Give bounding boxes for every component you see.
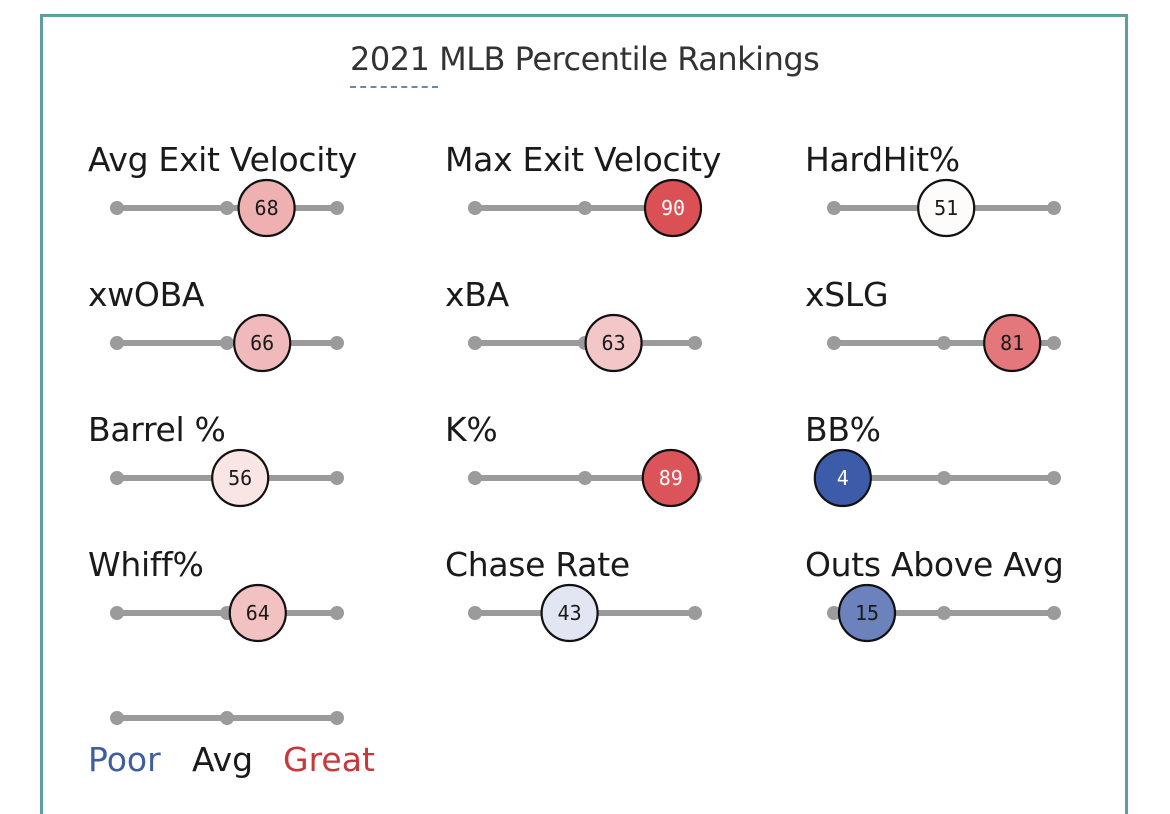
percentile-bubble-xslg[interactable]: 81 (983, 313, 1042, 373)
bubble-circle (228, 583, 287, 643)
scale-mid-dot (220, 711, 234, 725)
scale-mid-dot (937, 606, 951, 620)
scale-max-dot (330, 336, 344, 350)
bubble-circle (233, 313, 292, 373)
scale-min-dot (468, 606, 482, 620)
scale-min-dot (468, 336, 482, 350)
scale-min-dot (827, 606, 841, 620)
percentile-bubble-outs-above-avg[interactable]: 15 (837, 583, 897, 643)
bubble-value: 63 (602, 331, 626, 355)
bubble-circle (983, 313, 1042, 373)
scale-max-dot (330, 711, 344, 725)
scale-max-dot (330, 201, 344, 215)
percentile-bubble-hardhit[interactable]: 51 (917, 178, 976, 238)
scale-max-dot (1047, 606, 1061, 620)
scale-mid-dot (220, 201, 234, 215)
title-underline (350, 86, 438, 88)
bubble-circle (643, 178, 703, 238)
percentile-bubble-whiff[interactable]: 64 (228, 583, 287, 643)
bubble-value: 66 (250, 331, 274, 355)
metric-label-bb: BB% (805, 410, 881, 449)
scale-mid-dot (937, 336, 951, 350)
bubble-circle (237, 178, 296, 238)
percentile-bubble-xba[interactable]: 63 (584, 313, 643, 373)
percentile-bubble-max-exit-velocity[interactable]: 90 (643, 178, 703, 238)
scale-max-dot (1047, 336, 1061, 350)
scale-min-dot (827, 201, 841, 215)
chart-title[interactable]: 2021 MLB Percentile Rankings (350, 40, 820, 78)
metric-label-chase-rate: Chase Rate (445, 545, 630, 584)
legend-avg: Avg (192, 740, 254, 779)
bubble-value: 89 (659, 466, 683, 490)
scale-max-dot (1047, 201, 1061, 215)
scale-mid-dot (220, 336, 234, 350)
percentile-bubble-avg-exit-velocity[interactable]: 68 (237, 178, 296, 238)
bubble-circle (540, 583, 599, 643)
scale-min-dot (468, 201, 482, 215)
bubble-circle (813, 448, 872, 508)
scale-max-dot (688, 336, 702, 350)
scale-mid-dot (578, 471, 592, 485)
percentile-bubble-k[interactable]: 89 (641, 448, 700, 508)
legend-poor: Poor (88, 740, 161, 779)
bubble-value: 51 (934, 196, 958, 220)
metric-label-avg-exit-velocity: Avg Exit Velocity (88, 140, 357, 179)
scale-min-dot (110, 606, 124, 620)
scale-min-dot (110, 201, 124, 215)
legend-scale (110, 711, 344, 725)
percentile-bubble-chase-rate[interactable]: 43 (540, 583, 599, 643)
bubble-circle (837, 583, 897, 643)
bubble-value: 81 (1000, 331, 1024, 355)
bubble-circle (641, 448, 700, 508)
metric-label-whiff: Whiff% (88, 545, 204, 584)
bubble-circle (917, 178, 976, 238)
chart-frame (40, 14, 1128, 814)
bubble-circle (584, 313, 643, 373)
scale-max-dot (1047, 471, 1061, 485)
metric-label-barrel: Barrel % (88, 410, 226, 449)
bubble-value: 64 (246, 601, 270, 625)
scale-xwoba (110, 336, 344, 350)
legend-great: Great (283, 740, 375, 779)
scale-min-dot (110, 336, 124, 350)
scale-min-dot (468, 471, 482, 485)
percentile-bubble-xwoba[interactable]: 66 (233, 313, 292, 373)
scale-avg-exit-velocity (110, 201, 344, 215)
bubble-value: 56 (228, 466, 252, 490)
metric-label-hardhit: HardHit% (805, 140, 960, 179)
scale-min-dot (110, 711, 124, 725)
scale-mid-dot (937, 471, 951, 485)
bubble-value: 4 (837, 466, 849, 490)
bubble-value: 90 (661, 196, 685, 220)
scale-whiff (110, 606, 344, 620)
metric-label-xslg: xSLG (805, 275, 889, 314)
metric-label-outs-above-avg: Outs Above Avg (805, 545, 1064, 584)
scale-max-dot (330, 471, 344, 485)
bubble-value: 68 (255, 196, 279, 220)
bubble-value: 43 (558, 601, 582, 625)
scale-mid-dot (578, 201, 592, 215)
scale-min-dot (827, 336, 841, 350)
percentile-bubble-barrel[interactable]: 56 (211, 448, 270, 508)
bubble-circle (211, 448, 270, 508)
scale-max-dot (688, 606, 702, 620)
percentile-chart: 68 90 51 66 63 81 56 89 4 64 43 15 (110, 178, 1061, 725)
metric-label-xwoba: xwOBA (88, 275, 205, 314)
metric-label-k: K% (445, 410, 498, 449)
percentile-bubble-bb[interactable]: 4 (813, 448, 872, 508)
bubble-value: 15 (855, 601, 879, 625)
scale-max-dot (330, 606, 344, 620)
metric-label-xba: xBA (445, 275, 509, 314)
metric-label-max-exit-velocity: Max Exit Velocity (445, 140, 722, 179)
scale-min-dot (110, 471, 124, 485)
